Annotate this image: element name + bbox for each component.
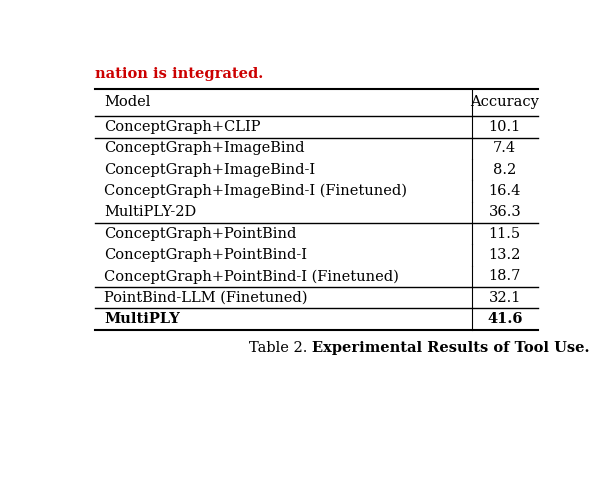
Text: 10.1: 10.1: [489, 120, 521, 134]
Text: PointBind-LLM (Finetuned): PointBind-LLM (Finetuned): [105, 291, 308, 304]
Text: MultiPLY-2D: MultiPLY-2D: [105, 206, 196, 219]
Text: ConceptGraph+ImageBind: ConceptGraph+ImageBind: [105, 141, 305, 155]
Text: Experimental Results of Tool Use.: Experimental Results of Tool Use.: [311, 341, 589, 355]
Text: 32.1: 32.1: [489, 291, 521, 304]
Text: 18.7: 18.7: [489, 270, 521, 283]
Text: 16.4: 16.4: [489, 184, 521, 198]
Text: Model: Model: [105, 96, 151, 109]
Text: Table 2.: Table 2.: [249, 341, 311, 355]
Text: MultiPLY: MultiPLY: [105, 312, 180, 326]
Text: Accuracy: Accuracy: [471, 96, 539, 109]
Text: 36.3: 36.3: [488, 206, 521, 219]
Text: 41.6: 41.6: [487, 312, 522, 326]
Text: ConceptGraph+PointBind: ConceptGraph+PointBind: [105, 227, 297, 240]
Text: ConceptGraph+CLIP: ConceptGraph+CLIP: [105, 120, 261, 134]
Text: ConceptGraph+PointBind-I: ConceptGraph+PointBind-I: [105, 248, 307, 262]
Text: nation is integrated.: nation is integrated.: [95, 66, 263, 81]
Text: 8.2: 8.2: [493, 163, 516, 176]
Text: 7.4: 7.4: [493, 141, 516, 155]
Text: 11.5: 11.5: [489, 227, 521, 240]
Text: ConceptGraph+ImageBind-I: ConceptGraph+ImageBind-I: [105, 163, 316, 176]
Text: 13.2: 13.2: [489, 248, 521, 262]
Text: ConceptGraph+ImageBind-I (Finetuned): ConceptGraph+ImageBind-I (Finetuned): [105, 184, 407, 198]
Text: ConceptGraph+PointBind-I (Finetuned): ConceptGraph+PointBind-I (Finetuned): [105, 269, 399, 283]
